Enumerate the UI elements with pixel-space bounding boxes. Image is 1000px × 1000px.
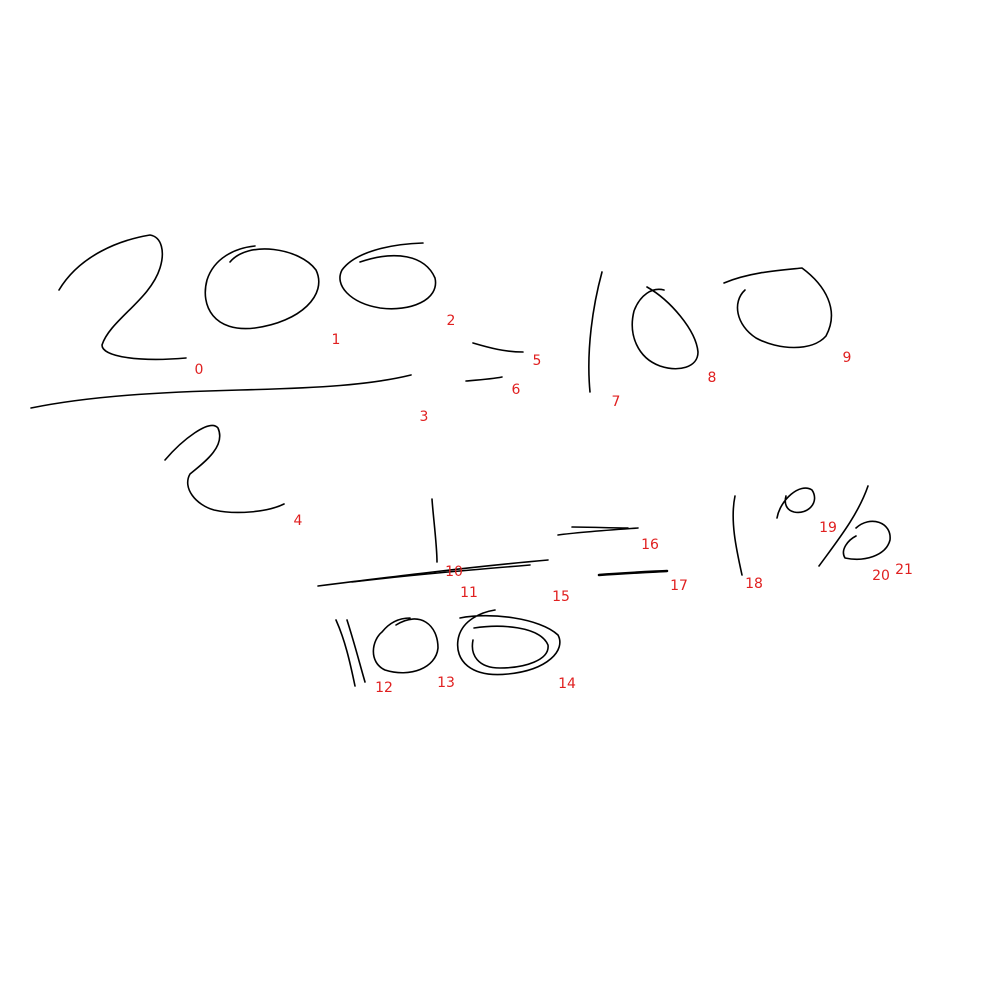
stroke-5-path (472, 342, 524, 353)
stroke-9 (723, 267, 833, 349)
stroke-12 (335, 619, 366, 687)
stroke-8 (631, 286, 699, 370)
stroke-2 (339, 242, 437, 310)
stroke-7 (588, 271, 603, 393)
stroke-19 (776, 487, 816, 519)
stroke-11-path-0 (317, 559, 549, 587)
stroke-label-0: 0 (195, 362, 204, 378)
stroke-1 (204, 245, 320, 330)
stroke-label-1: 1 (332, 332, 341, 348)
stroke-label-9: 9 (843, 350, 852, 366)
stroke-11-path-1 (351, 564, 531, 583)
stroke-label-14: 14 (558, 676, 576, 692)
stroke-20-path (818, 485, 869, 567)
stroke-21-path (842, 520, 891, 560)
stroke-14 (456, 609, 561, 676)
stroke-label-12: 12 (375, 680, 393, 696)
stroke-9-path (723, 267, 833, 349)
stroke-1-path (204, 245, 320, 330)
stroke-6 (465, 376, 503, 382)
stroke-label-2: 2 (447, 313, 456, 329)
stroke-10 (431, 498, 438, 563)
stroke-13-path (372, 617, 439, 674)
stroke-16 (571, 526, 629, 529)
stroke-label-3: 3 (420, 409, 429, 425)
stroke-14-path-0 (456, 609, 561, 676)
stroke-18 (732, 495, 743, 576)
stroke-label-17: 17 (670, 578, 688, 594)
stroke-15 (557, 527, 639, 536)
stroke-label-7: 7 (612, 394, 621, 410)
stroke-0 (58, 234, 187, 361)
stroke-8-path (631, 286, 699, 370)
stroke-label-8: 8 (708, 370, 717, 386)
stroke-label-13: 13 (437, 675, 455, 691)
stroke-label-10: 10 (445, 564, 463, 580)
stroke-label-20: 20 (872, 568, 890, 584)
stroke-label-21: 21 (895, 562, 913, 578)
stroke-label-18: 18 (745, 576, 763, 592)
stroke-label-11: 11 (460, 585, 478, 601)
stroke-12-path-1 (346, 619, 366, 683)
stroke-7-path (588, 271, 603, 393)
stroke-12-path-0 (335, 619, 356, 687)
stroke-20 (818, 485, 869, 567)
stroke-label-6: 6 (512, 382, 521, 398)
stroke-18-path (732, 495, 743, 576)
stroke-11 (317, 559, 549, 587)
stroke-5 (472, 342, 524, 353)
stroke-label-5: 5 (533, 353, 542, 369)
stroke-3 (30, 374, 412, 409)
ink-strokes (30, 234, 891, 687)
stroke-16-path (571, 526, 629, 529)
stroke-label-16: 16 (641, 537, 659, 553)
stroke-label-19: 19 (819, 520, 837, 536)
stroke-19-path (776, 487, 816, 519)
stroke-6-path (465, 376, 503, 382)
stroke-14-path-1 (471, 625, 549, 669)
stroke-0-path (58, 234, 187, 361)
stroke-10-path (431, 498, 438, 563)
stroke-21 (842, 520, 891, 560)
stroke-4 (164, 424, 285, 514)
stroke-label-4: 4 (294, 513, 303, 529)
stroke-15-path (557, 527, 639, 536)
stroke-2-path (339, 242, 437, 310)
stroke-17 (597, 569, 669, 577)
stroke-17-path (597, 569, 669, 577)
stroke-3-path (30, 374, 412, 409)
stroke-13 (372, 617, 439, 674)
stroke-label-15: 15 (552, 589, 570, 605)
stroke-4-path (164, 424, 285, 514)
